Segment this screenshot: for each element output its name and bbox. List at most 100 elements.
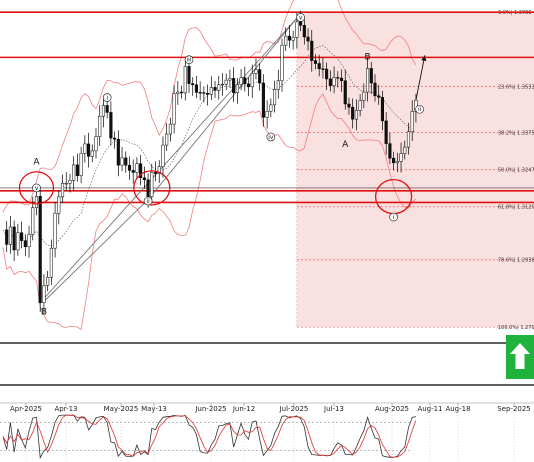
candle <box>146 179 150 197</box>
x-tick-label: Apr-13 <box>54 405 77 413</box>
candle <box>261 82 265 118</box>
candle <box>83 143 87 154</box>
candle <box>384 120 388 144</box>
wave-label: A <box>33 158 40 168</box>
wave-marker <box>415 104 424 114</box>
candle <box>139 163 143 178</box>
candle <box>124 157 128 166</box>
candle <box>5 229 9 245</box>
candle <box>284 35 288 46</box>
candle <box>287 35 291 41</box>
up-arrow-icon <box>510 343 530 369</box>
candle <box>31 207 35 235</box>
candle <box>403 146 407 154</box>
fib-level-label: 23.6%| 1.3533 <box>498 84 534 90</box>
candle <box>380 97 384 122</box>
wave-marker <box>266 132 276 142</box>
candle <box>388 143 392 159</box>
candle <box>191 83 195 86</box>
candle <box>246 83 251 88</box>
candle <box>116 138 120 166</box>
x-tick-label: May-2025 <box>104 405 139 413</box>
x-tick-label: Sep-2025 <box>497 405 531 413</box>
candle <box>161 144 165 167</box>
x-tick-label: Apr-2025 <box>10 405 42 413</box>
trendline-lower <box>43 199 149 302</box>
candle <box>98 115 102 137</box>
candle <box>23 240 27 247</box>
wave-label: ii <box>146 198 150 205</box>
candle <box>239 77 243 85</box>
wave-label: i <box>393 214 395 221</box>
candle <box>354 110 358 120</box>
candle <box>202 92 206 94</box>
trendline-upper <box>43 17 298 299</box>
wave-marker <box>389 212 398 222</box>
fib-level-label: 38.2%| 1.3375 <box>498 130 534 136</box>
candle <box>127 164 132 171</box>
candle <box>410 111 414 132</box>
candle <box>20 232 24 241</box>
candle <box>8 226 12 245</box>
candle <box>72 164 76 181</box>
candle <box>254 69 258 74</box>
candle <box>68 180 72 184</box>
candle <box>131 170 135 173</box>
candle <box>373 82 377 97</box>
wave-marker <box>102 93 112 102</box>
candle <box>336 77 340 79</box>
candle <box>347 103 351 108</box>
candle <box>150 172 154 197</box>
candle <box>273 89 277 106</box>
candle <box>165 133 169 146</box>
candle <box>157 166 161 174</box>
candle <box>194 84 198 93</box>
trendline-mid <box>147 17 298 200</box>
candle <box>101 105 105 117</box>
candle <box>366 68 370 93</box>
candle <box>34 196 39 208</box>
wave-label: B <box>364 53 370 63</box>
buy-signal <box>506 335 534 379</box>
bollinger-lower <box>2 93 417 331</box>
candle <box>269 104 273 112</box>
candle <box>328 78 332 86</box>
candle <box>60 182 65 198</box>
candle <box>75 164 79 176</box>
candle <box>395 161 399 164</box>
x-tick-label: Aug-18 <box>445 405 470 413</box>
candle <box>306 36 310 42</box>
candle <box>87 143 91 157</box>
candle <box>232 78 236 93</box>
candle <box>377 95 381 98</box>
candle <box>142 177 146 180</box>
candle <box>265 111 269 118</box>
candle <box>198 92 202 94</box>
candle <box>351 106 355 120</box>
wave-marker <box>32 183 41 193</box>
candle <box>224 79 228 85</box>
candle <box>302 25 306 38</box>
candle <box>217 84 221 91</box>
candle <box>280 44 284 81</box>
candle <box>183 66 187 94</box>
fib-level-label: 100.0%| 1.2707 <box>498 325 534 331</box>
candle <box>250 73 254 88</box>
candle <box>399 153 403 162</box>
wave-marker <box>184 55 194 65</box>
candle <box>392 157 396 164</box>
candle <box>176 91 180 95</box>
x-tick-label: Aug-11 <box>417 405 442 413</box>
x-tick-label: May-13 <box>141 405 167 413</box>
highlight-circle <box>133 170 171 206</box>
projection-arrowhead <box>421 55 427 62</box>
candle <box>120 157 124 166</box>
fib-level-label: 50.0%| 1.3247 <box>498 168 534 174</box>
candle <box>332 77 336 86</box>
x-tick-label: Aug-2025 <box>375 405 409 413</box>
candle <box>295 21 299 38</box>
moving-average <box>2 45 417 247</box>
x-tick-label: Jul-13 <box>323 405 344 413</box>
candle <box>291 37 295 41</box>
